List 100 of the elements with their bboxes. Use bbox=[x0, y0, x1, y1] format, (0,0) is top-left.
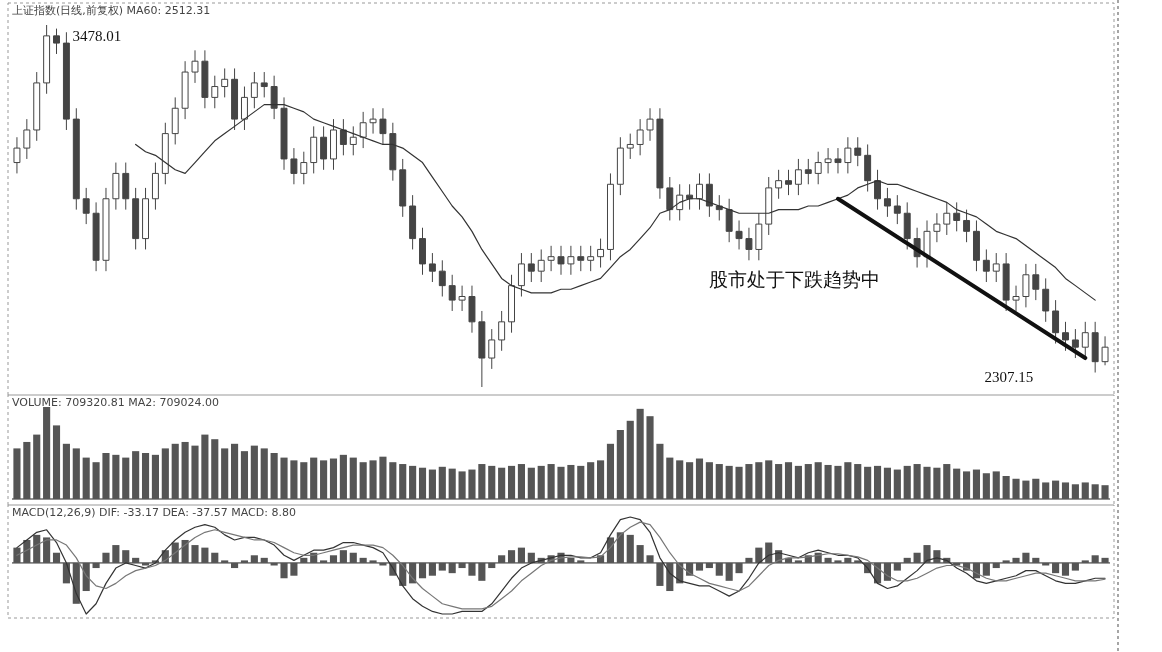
candlestick bbox=[240, 86, 248, 131]
bar bbox=[626, 420, 634, 499]
bar bbox=[280, 562, 288, 579]
bar bbox=[221, 560, 229, 563]
bar bbox=[478, 464, 486, 499]
bar bbox=[359, 557, 367, 563]
candlestick bbox=[597, 238, 605, 269]
candlestick bbox=[280, 96, 288, 171]
bar bbox=[349, 457, 357, 499]
bar bbox=[1081, 482, 1089, 499]
candlestick bbox=[606, 172, 614, 261]
bar bbox=[359, 462, 367, 499]
bar bbox=[428, 469, 436, 499]
bar bbox=[320, 560, 328, 563]
bar bbox=[339, 550, 347, 563]
candlestick bbox=[864, 143, 872, 193]
candlestick bbox=[82, 187, 90, 225]
bar bbox=[52, 425, 61, 499]
bar bbox=[141, 453, 150, 499]
bar bbox=[1022, 480, 1030, 499]
bar bbox=[666, 562, 674, 592]
candlestick bbox=[330, 118, 337, 171]
bar bbox=[1032, 478, 1040, 499]
candlestick bbox=[1091, 321, 1099, 374]
candlestick bbox=[943, 201, 951, 236]
annotation: 股市处于下跌趋势中 bbox=[709, 267, 881, 290]
bar bbox=[211, 439, 219, 499]
bar bbox=[537, 465, 545, 499]
candlestick bbox=[399, 158, 407, 218]
candlestick bbox=[290, 147, 298, 185]
candlestick bbox=[893, 194, 901, 225]
bar bbox=[992, 471, 1000, 499]
bar bbox=[636, 545, 644, 563]
bar bbox=[517, 464, 525, 499]
bar bbox=[43, 407, 51, 499]
candlestick bbox=[339, 118, 347, 156]
bar bbox=[616, 532, 624, 563]
candlestick bbox=[1022, 263, 1030, 308]
bar bbox=[438, 466, 446, 499]
candlestick bbox=[587, 245, 595, 272]
bar bbox=[933, 467, 941, 499]
bar bbox=[735, 562, 743, 574]
bar bbox=[231, 443, 239, 499]
candlestick bbox=[409, 194, 417, 250]
bar bbox=[656, 443, 664, 499]
bar bbox=[171, 443, 179, 499]
bar bbox=[864, 466, 872, 499]
candlestick bbox=[715, 194, 723, 221]
bar bbox=[290, 460, 298, 499]
bar bbox=[1032, 557, 1040, 563]
bar bbox=[458, 471, 466, 499]
bar bbox=[844, 557, 852, 563]
bar bbox=[478, 562, 486, 581]
bar bbox=[1052, 480, 1060, 499]
bar bbox=[1101, 485, 1109, 499]
candlestick bbox=[389, 122, 397, 182]
candlestick bbox=[72, 107, 80, 211]
candlestick bbox=[53, 28, 60, 55]
bar bbox=[468, 469, 476, 499]
bar bbox=[339, 454, 347, 499]
bar bbox=[1091, 484, 1099, 499]
bar bbox=[23, 441, 31, 499]
candlestick bbox=[1081, 321, 1089, 359]
bar bbox=[646, 555, 654, 563]
bar bbox=[1081, 560, 1089, 563]
candlestick bbox=[557, 245, 565, 276]
bar bbox=[379, 456, 387, 499]
bar bbox=[72, 448, 80, 499]
bar bbox=[953, 468, 961, 499]
bar bbox=[369, 560, 377, 563]
bar bbox=[507, 550, 516, 563]
candlestick bbox=[191, 49, 199, 84]
candlestick bbox=[745, 227, 753, 261]
bar bbox=[310, 457, 318, 499]
candlestick bbox=[142, 187, 150, 250]
candlestick bbox=[448, 274, 456, 312]
bar bbox=[507, 465, 516, 499]
bar bbox=[854, 464, 862, 499]
bar bbox=[409, 465, 417, 499]
candlestick bbox=[270, 75, 278, 120]
bar bbox=[1091, 555, 1099, 563]
bar bbox=[151, 454, 159, 499]
candlestick bbox=[13, 136, 21, 174]
candlestick bbox=[498, 310, 506, 352]
bar bbox=[92, 462, 100, 499]
bar bbox=[161, 448, 169, 499]
candlestick bbox=[963, 209, 971, 243]
bar bbox=[883, 467, 891, 499]
bar bbox=[221, 448, 229, 499]
candlestick bbox=[755, 212, 763, 261]
bar bbox=[844, 462, 852, 499]
bar bbox=[369, 460, 377, 499]
candlestick bbox=[359, 111, 367, 149]
candlestick bbox=[883, 187, 891, 218]
bar bbox=[488, 465, 496, 499]
bar bbox=[1012, 557, 1020, 563]
bar bbox=[755, 547, 763, 563]
candlestick bbox=[577, 245, 585, 272]
candlestick bbox=[765, 176, 773, 236]
candlestick bbox=[1032, 263, 1040, 301]
